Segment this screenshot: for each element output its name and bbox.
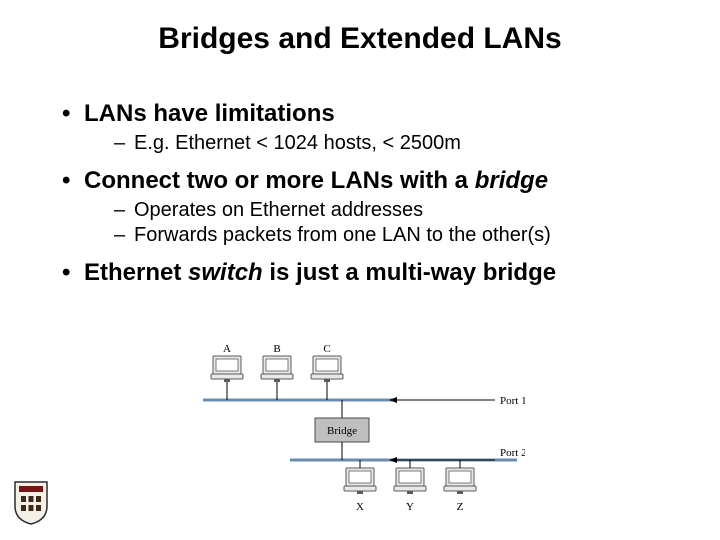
bullet-1-sub: E.g. Ethernet < 1024 hosts, < 2500m xyxy=(84,132,672,155)
slide-title: Bridges and Extended LANs xyxy=(0,22,720,56)
host-c: C xyxy=(311,343,343,400)
host-x-label: X xyxy=(356,501,364,513)
host-a-label: A xyxy=(223,343,231,355)
bullet-3-part-1: switch xyxy=(188,259,263,286)
bullet-1-text: LANs have limitations xyxy=(84,100,335,127)
host-z: Z xyxy=(444,460,476,513)
bullet-2-part-0: Connect two or more LANs with a xyxy=(84,167,475,194)
bullet-list: LANs have limitations E.g. Ethernet < 10… xyxy=(62,100,672,287)
bullet-2-sub: Operates on Ethernet addresses Forwards … xyxy=(84,199,672,247)
bullet-2-sub-2: Forwards packets from one LAN to the oth… xyxy=(114,224,672,247)
host-b-label: B xyxy=(273,343,280,355)
network-diagram: A B C Bridge Port 1 Port 2 X xyxy=(195,340,525,520)
bullet-1-sub-1: E.g. Ethernet < 1024 hosts, < 2500m xyxy=(114,132,672,155)
host-x: X xyxy=(344,460,376,513)
bullet-2: Connect two or more LANs with a bridge O… xyxy=(62,167,672,247)
host-c-label: C xyxy=(323,343,330,355)
bullet-3: Ethernet switch is just a multi-way brid… xyxy=(62,259,672,287)
bullet-2-sub-1: Operates on Ethernet addresses xyxy=(114,199,672,222)
bullet-3-part-0: Ethernet xyxy=(84,259,188,286)
host-y: Y xyxy=(394,460,426,513)
port1-label: Port 1 xyxy=(500,395,525,407)
bullet-3-part-2: is just a multi-way bridge xyxy=(263,259,556,286)
brown-shield-icon xyxy=(12,480,50,526)
bullet-1: LANs have limitations E.g. Ethernet < 10… xyxy=(62,100,672,155)
port2-label: Port 2 xyxy=(500,447,525,459)
host-a: A xyxy=(211,343,243,400)
slide: Bridges and Extended LANs LANs have limi… xyxy=(0,0,720,540)
host-z-label: Z xyxy=(457,501,464,513)
bridge-label: Bridge xyxy=(327,425,357,437)
bullet-2-part-1: bridge xyxy=(475,167,548,194)
slide-body: LANs have limitations E.g. Ethernet < 10… xyxy=(62,100,672,291)
host-y-label: Y xyxy=(406,501,414,513)
host-b: B xyxy=(261,343,293,400)
